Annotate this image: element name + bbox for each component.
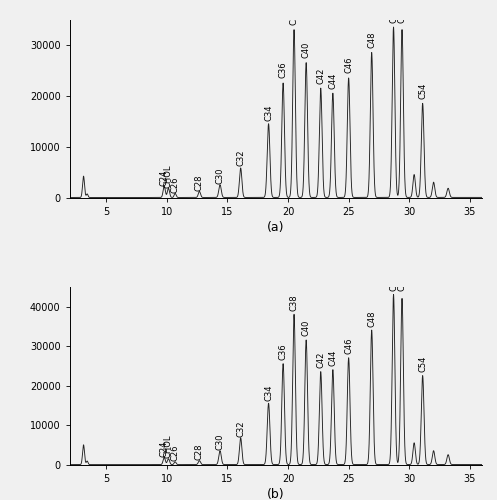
Text: C54: C54	[418, 82, 427, 99]
Text: C28: C28	[195, 174, 204, 191]
Text: C36: C36	[279, 62, 288, 78]
Text: C26: C26	[170, 445, 179, 462]
Text: C32: C32	[236, 150, 245, 166]
Text: C34: C34	[264, 104, 273, 120]
Text: C44: C44	[329, 350, 337, 366]
Text: C36: C36	[279, 344, 288, 360]
Text: C44: C44	[329, 72, 337, 88]
Text: C48: C48	[367, 310, 376, 326]
Text: CHOL: CHOL	[164, 434, 173, 458]
Text: C54: C54	[418, 356, 427, 372]
Text: CHOL: CHOL	[164, 164, 173, 188]
Text: C26: C26	[170, 176, 179, 193]
Text: C50: C50	[389, 6, 398, 22]
Text: C40: C40	[302, 42, 311, 58]
Text: C48: C48	[367, 32, 376, 48]
Text: C34: C34	[264, 384, 273, 400]
Text: C24: C24	[160, 170, 168, 186]
Text: C38: C38	[290, 8, 299, 25]
X-axis label: (b): (b)	[267, 488, 285, 500]
Text: C38: C38	[290, 294, 299, 310]
Text: C50: C50	[389, 274, 398, 291]
Text: C46: C46	[344, 338, 353, 354]
Text: C52: C52	[398, 274, 407, 291]
Text: C42: C42	[316, 352, 325, 368]
Text: C28: C28	[195, 444, 204, 460]
Text: C40: C40	[302, 320, 311, 336]
X-axis label: (a): (a)	[267, 221, 285, 234]
Text: C24: C24	[160, 440, 168, 457]
Text: C30: C30	[216, 168, 225, 184]
Text: C32: C32	[236, 420, 245, 436]
Text: C30: C30	[216, 434, 225, 450]
Text: C42: C42	[316, 67, 325, 84]
Text: C46: C46	[344, 57, 353, 74]
Text: C52: C52	[398, 6, 407, 22]
